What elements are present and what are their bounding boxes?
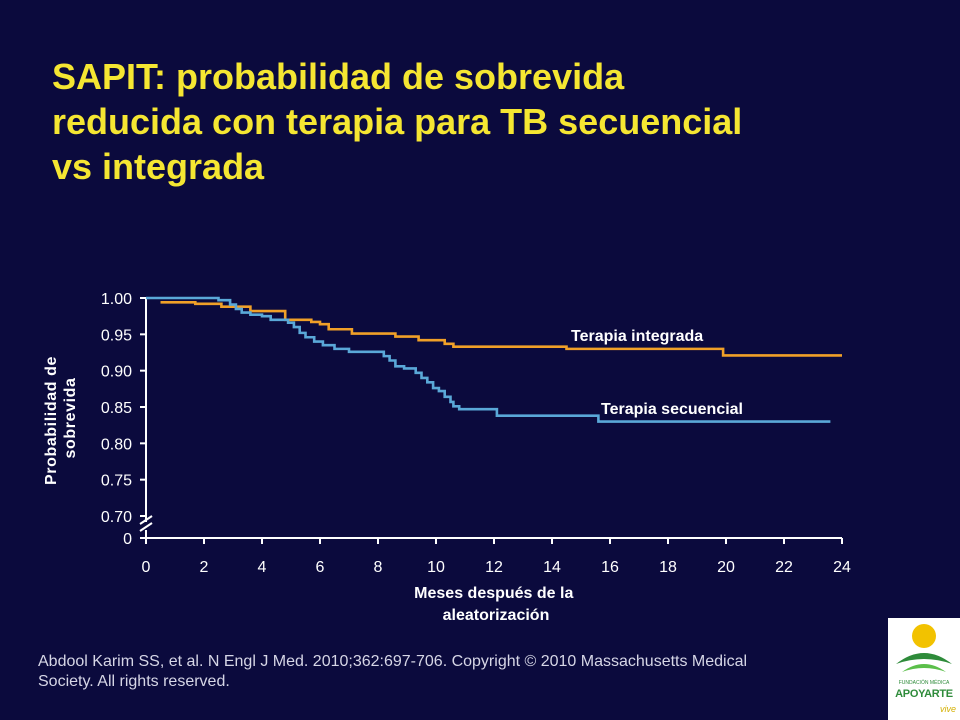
y-tick-label-zero: 0 [123,531,132,548]
x-tick-label: 2 [200,559,209,576]
axis-break-mark [139,522,153,532]
y-tick-label: 1.00 [101,291,132,308]
citation: Abdool Karim SS, et al. N Engl J Med. 20… [38,652,888,692]
x-tick-label: 24 [833,559,851,576]
x-axis-label-line-1: Meses después de la [414,585,573,602]
series-label-secuencial: Terapia secuencial [601,401,743,418]
y-axis-label-line-2: sobrevida [62,378,79,459]
logo-subtitle: FUNDACIÓN MÉDICA [898,680,950,686]
y-tick-label: 0.95 [101,327,132,344]
x-axis-label-line-2: aleatorización [443,607,550,624]
x-tick-label: 6 [316,559,325,576]
series-line-integrada [160,301,842,357]
logo-name: APOYARTE [895,688,953,700]
x-tick-label: 20 [717,559,735,576]
y-axis-label: Probabilidad de sobrevida [43,351,79,485]
y-axis-label-line-1: Probabilidad de [43,356,60,485]
title-line-2: reducida con terapia para TB secuencial [52,101,743,142]
logo-figure-icon [896,624,952,672]
logo-tagline: vive [939,704,956,714]
x-tick-label: 16 [601,559,619,576]
y-tick-label: 0.90 [101,364,132,381]
citation-line-1: Abdool Karim SS, et al. N Engl J Med. 20… [38,653,748,670]
slide-title: SAPIT: probabilidad de sobrevida reducid… [52,54,932,189]
apoyarte-logo: FUNDACIÓN MÉDICA APOYARTE vive [888,618,960,720]
x-tick-label: 0 [142,559,151,576]
x-tick-label: 8 [374,559,383,576]
y-tick-label: 0.75 [101,473,132,490]
series-line-secuencial [146,296,831,423]
chart-series [146,296,842,423]
x-tick-label: 14 [543,559,561,576]
x-tick-label: 12 [485,559,503,576]
series-label-integrada: Terapia integrada [571,328,703,345]
y-tick-label: 0.70 [101,509,132,526]
title-line-3: vs integrada [52,146,265,187]
y-tick-label: 0.80 [101,436,132,453]
y-tick-label: 0.85 [101,400,132,417]
x-tick-label: 22 [775,559,793,576]
citation-line-2: Society. All rights reserved. [38,673,230,690]
x-tick-label: 18 [659,559,677,576]
x-axis-label: Meses después de la aleatorización [414,585,578,624]
x-tick-label: 10 [427,559,445,576]
axis-break-mark [139,515,153,525]
x-tick-label: 4 [258,559,267,576]
title-line-1: SAPIT: probabilidad de sobrevida [52,56,625,97]
